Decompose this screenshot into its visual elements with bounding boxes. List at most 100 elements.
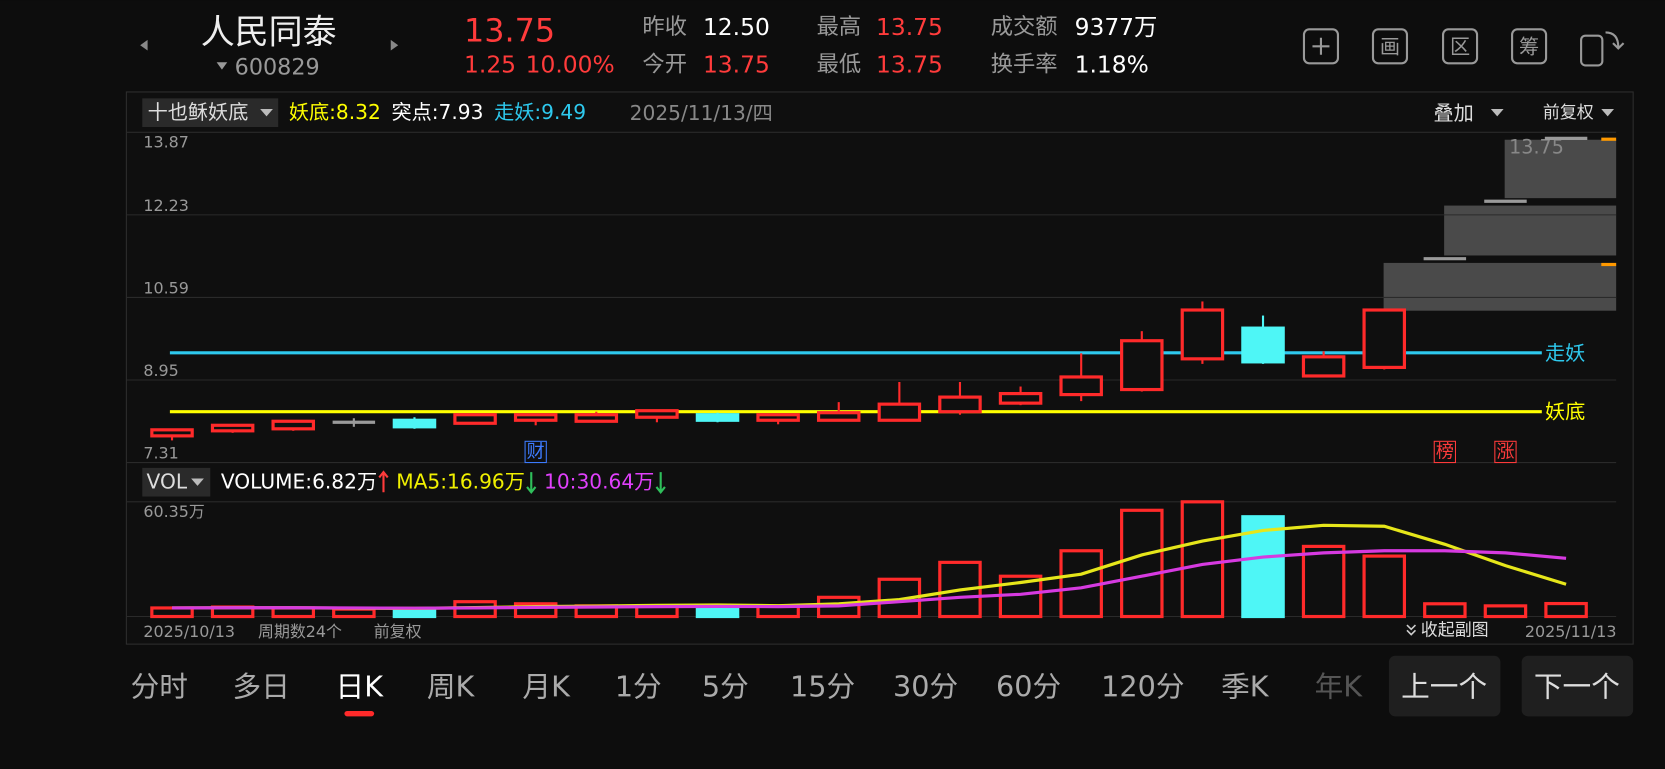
next-button[interactable]: 下一个 bbox=[1534, 670, 1620, 704]
candle-body bbox=[271, 419, 316, 431]
stat-label: 昨收 bbox=[642, 14, 687, 40]
volume-bar bbox=[1483, 604, 1528, 619]
period-tab[interactable]: 日K bbox=[336, 670, 385, 704]
volume-bar bbox=[1423, 602, 1467, 619]
start-date: 2025/10/13 bbox=[143, 622, 235, 641]
volume-bar bbox=[1301, 544, 1346, 619]
marker: 涨 bbox=[1496, 441, 1514, 462]
stat-label: 最高 bbox=[817, 14, 862, 40]
legend-value: 8.32 bbox=[336, 100, 381, 124]
stat-value: 9377万 bbox=[1075, 13, 1158, 41]
trend-arrow bbox=[378, 470, 389, 493]
candle-body bbox=[1180, 308, 1225, 361]
y-tick-label: 7.31 bbox=[143, 443, 178, 462]
end-date: 2025/11/13 bbox=[1525, 622, 1617, 641]
trend-arrow bbox=[655, 472, 666, 494]
legend-label: 突点: bbox=[391, 100, 438, 124]
volume-bar bbox=[1120, 508, 1164, 619]
prev-button[interactable]: 上一个 bbox=[1401, 670, 1487, 704]
legend-label: 走妖: bbox=[494, 100, 541, 124]
volume-bar bbox=[392, 608, 437, 619]
period-tab[interactable]: 周K bbox=[427, 670, 476, 704]
period-tab[interactable]: 30分 bbox=[893, 670, 958, 704]
collapse-icon bbox=[1406, 624, 1417, 636]
next-button-bg[interactable] bbox=[1521, 655, 1634, 717]
stat-label: 换手率 bbox=[991, 51, 1058, 77]
overlay-button[interactable]: 叠加 bbox=[1434, 101, 1474, 125]
candle-body bbox=[574, 413, 619, 423]
icon-label: 筹 bbox=[1519, 34, 1539, 58]
vol-legend-label: MA5: bbox=[396, 470, 447, 494]
candle-body bbox=[756, 413, 800, 422]
chart-panel bbox=[125, 91, 1634, 645]
dropdown bbox=[191, 478, 204, 486]
vol-name: VOL bbox=[147, 470, 188, 494]
stat-value: 13.75 bbox=[876, 13, 943, 41]
prev-arrow[interactable] bbox=[140, 39, 148, 51]
rotate bbox=[1605, 31, 1625, 50]
legend-value: 7.93 bbox=[439, 100, 484, 124]
indicator-line-label: 妖底 bbox=[1545, 400, 1585, 424]
periods: 周期数24个 bbox=[258, 622, 342, 641]
period-tab[interactable]: 季K bbox=[1221, 670, 1270, 704]
next-arrow[interactable] bbox=[390, 39, 399, 51]
vol-legend-value: 6.82万 bbox=[312, 470, 377, 494]
marker: 财 bbox=[527, 441, 545, 462]
collapse-button[interactable]: 收起副图 bbox=[1421, 620, 1489, 640]
change: 1.25 bbox=[464, 50, 516, 78]
candle-body bbox=[695, 413, 740, 422]
period-tab[interactable]: 15分 bbox=[790, 670, 855, 704]
period-tab[interactable]: 120分 bbox=[1101, 670, 1184, 704]
stat-value: 12.50 bbox=[703, 13, 770, 41]
marker-box bbox=[1433, 440, 1457, 464]
icon-label: 区 bbox=[1450, 34, 1470, 58]
draw-icon[interactable] bbox=[1371, 28, 1409, 65]
y-tick-label: 12.23 bbox=[143, 196, 189, 215]
candle-body bbox=[1362, 308, 1407, 369]
code-dropdown[interactable] bbox=[216, 62, 228, 70]
stock-code: 600829 bbox=[235, 55, 320, 81]
candle-body bbox=[453, 413, 497, 425]
vol-legend-label: 10: bbox=[544, 470, 576, 494]
candle-body bbox=[1241, 326, 1285, 364]
period-tabs: 分时 多日 日K 周K 月K 1分 5分 15分 30分 60分 120分 季K 年K bbox=[131, 670, 1364, 717]
period-tab[interactable]: 年K bbox=[1315, 670, 1364, 704]
tab-underline bbox=[344, 711, 375, 717]
phone-icon[interactable] bbox=[1580, 34, 1604, 67]
period-tab[interactable]: 60分 bbox=[996, 670, 1061, 704]
dropdown bbox=[1490, 108, 1504, 117]
date: 2025/11/13/四 bbox=[630, 101, 773, 125]
period-tab[interactable]: 月K bbox=[522, 670, 571, 704]
y-tick-label: 13.87 bbox=[143, 132, 189, 151]
plus bbox=[1312, 37, 1330, 55]
period-tab[interactable]: 多日 bbox=[233, 670, 290, 704]
legend-value: 9.49 bbox=[541, 100, 586, 124]
volume-bar bbox=[513, 602, 558, 619]
candle-body bbox=[938, 395, 982, 414]
adjust-button[interactable]: 前复权 bbox=[1543, 103, 1594, 123]
volume-bar bbox=[695, 605, 740, 619]
candle-body bbox=[1301, 355, 1346, 378]
period-tab[interactable]: 1分 bbox=[615, 670, 662, 704]
y-tick-label: 10.59 bbox=[143, 278, 189, 297]
candle-body bbox=[877, 402, 922, 422]
volume-bar bbox=[1180, 500, 1225, 619]
range-icon[interactable] bbox=[1442, 28, 1479, 65]
candle-body bbox=[635, 409, 679, 419]
price: 13.75 bbox=[464, 11, 555, 49]
candle-body bbox=[816, 411, 861, 422]
chip-block bbox=[1383, 262, 1617, 311]
chips-icon[interactable] bbox=[1511, 28, 1548, 65]
add-icon[interactable] bbox=[1302, 28, 1340, 65]
prev-button-bg[interactable] bbox=[1388, 655, 1501, 717]
period-tab[interactable]: 5分 bbox=[702, 670, 749, 704]
stat-label: 成交额 bbox=[991, 14, 1058, 40]
y-tick-label: 8.95 bbox=[143, 361, 178, 380]
candle-body bbox=[513, 413, 558, 422]
period-tab[interactable]: 分时 bbox=[131, 670, 188, 704]
indicator-line-label: 走妖 bbox=[1545, 341, 1585, 365]
indicator-selector[interactable] bbox=[142, 98, 279, 127]
dropdown bbox=[1601, 108, 1615, 117]
volume-bar bbox=[938, 560, 982, 619]
